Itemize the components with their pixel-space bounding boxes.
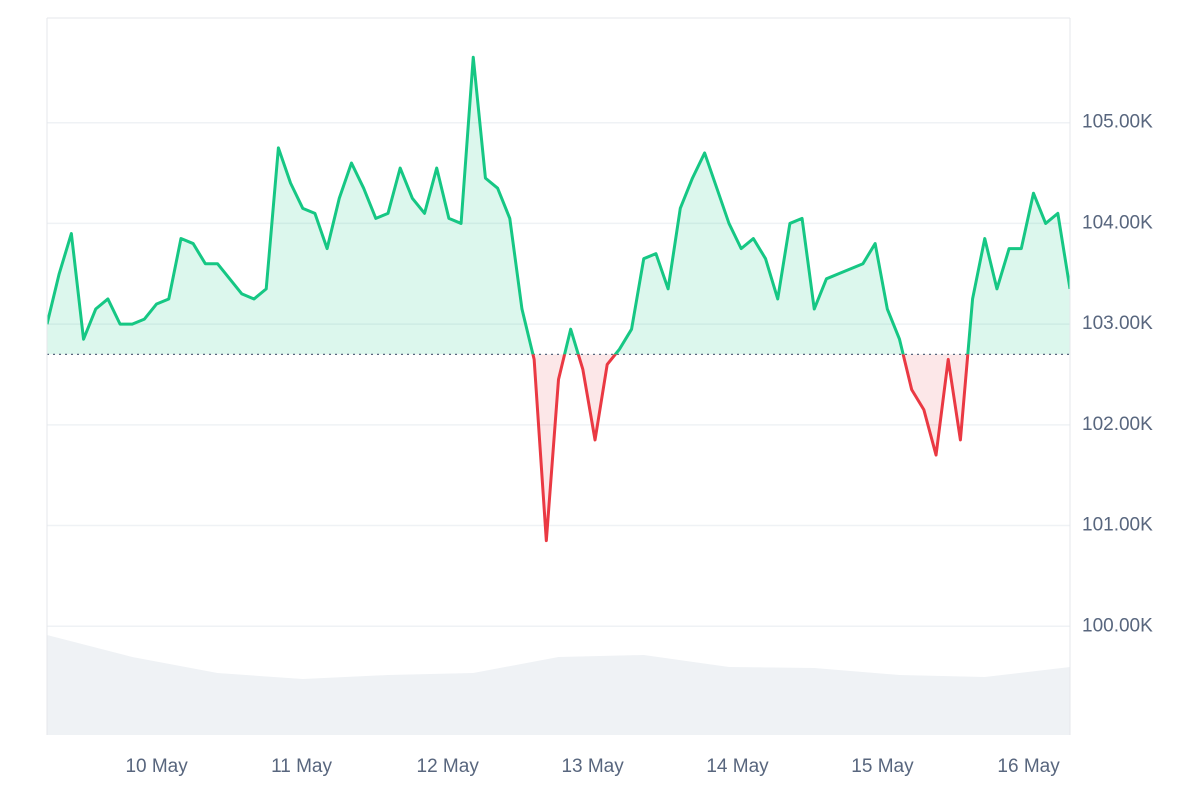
labels: 100.00K 101.00K 102.00K 103.00K 104.00K 105.0… — [125, 112, 1153, 777]
grid — [47, 121, 1070, 627]
y-tick-label: 101.00K — [1082, 515, 1153, 536]
y-tick-label: 104.00K — [1082, 212, 1153, 233]
x-tick-label: 14 May — [706, 756, 769, 777]
x-tick-label: 15 May — [851, 756, 914, 777]
volume-area — [47, 635, 1070, 735]
y-tick-label: 100.00K — [1082, 615, 1153, 636]
x-tick-label: 10 May — [125, 756, 188, 777]
y-tick-label: 103.00K — [1082, 313, 1153, 334]
area-up — [47, 57, 1070, 355]
y-tick-label: 102.00K — [1082, 414, 1153, 435]
x-tick-label: 16 May — [997, 756, 1060, 777]
x-tick-label: 11 May — [271, 756, 332, 777]
price-line-down — [531, 354, 970, 543]
plot — [47, 55, 1070, 543]
x-tick-label: 12 May — [417, 756, 480, 777]
price-line-up — [47, 55, 1070, 355]
volume-layer — [47, 635, 1070, 735]
y-tick-label: 105.00K — [1082, 112, 1153, 133]
x-tick-label: 13 May — [561, 756, 624, 777]
